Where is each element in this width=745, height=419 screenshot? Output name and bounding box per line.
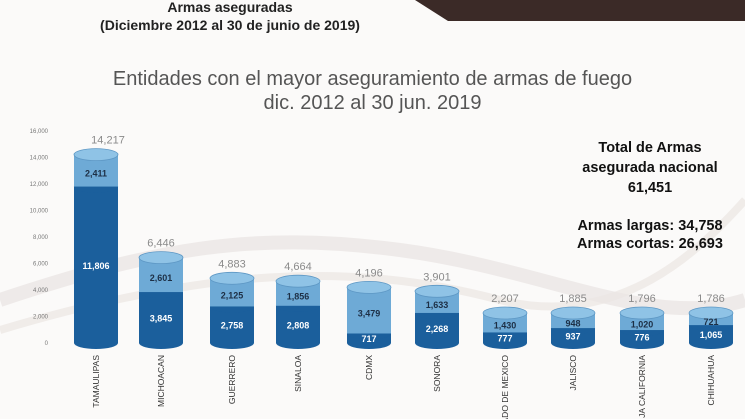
header-title: Armas aseguradas [167, 0, 293, 15]
bar-label-top: 721 [703, 317, 718, 327]
bar-label-top: 1,430 [494, 321, 517, 331]
category-label: JA CALIFORNIA [637, 355, 647, 418]
bar-label-bottom: 937 [565, 332, 580, 342]
category-label: MICHOACAN [156, 355, 166, 407]
bar-total-label: 2,207 [491, 293, 519, 305]
bar-label-bottom: 717 [361, 334, 376, 344]
bar-label-top: 948 [565, 319, 580, 329]
bar-top-cap [619, 306, 665, 320]
summary-largas: Armas largas: 34,758 [577, 218, 723, 234]
bar-label-top: 1,633 [426, 300, 449, 310]
category-label: CDMX [364, 355, 374, 380]
y-tick-label: 0 [45, 341, 49, 347]
bar-label-bottom: 2,808 [287, 320, 310, 330]
bar-label-bottom: 1,065 [700, 330, 723, 340]
bar-segment-bottom [276, 305, 320, 343]
y-tick-label: 2,000 [33, 315, 49, 321]
category-label: CHIHUAHUA [706, 355, 716, 406]
y-tick-label: 10,000 [30, 209, 49, 215]
bar-segment-bottom [74, 186, 118, 343]
bar-total-label: 3,901 [423, 271, 451, 283]
bar-top-cap [209, 271, 255, 285]
bar-label-bottom: 2,268 [426, 324, 449, 334]
category-label: TAMAULIPAS [91, 355, 101, 408]
y-tick-label: 4,000 [33, 288, 49, 294]
bar-total-label: 4,196 [355, 267, 383, 279]
bar-top-cap [346, 281, 392, 294]
bar-label-bottom: 2,758 [221, 321, 244, 331]
bar-segment-bottom [139, 292, 183, 343]
summary-line1: Total de Armas [598, 140, 702, 156]
bar-top-cap [482, 306, 528, 320]
summary-cortas: Armas cortas: 26,693 [577, 236, 723, 252]
bar-label-top: 3,479 [358, 308, 381, 318]
chart-title: Entidades con el mayor aseguramiento de … [112, 68, 633, 90]
y-tick-label: 8,000 [33, 235, 49, 241]
bar-label-top: 1,856 [287, 291, 310, 301]
bar-segment-bottom [210, 306, 254, 343]
bar-total-label: 4,664 [284, 261, 312, 273]
bar-label-bottom: 11,806 [82, 261, 109, 271]
bar-total-label: 4,883 [218, 258, 246, 270]
bar-label-bottom: 3,845 [150, 314, 173, 324]
bar-segment-top [347, 287, 391, 334]
bar-top-cap [688, 306, 734, 320]
bar-top-cap [138, 251, 184, 264]
category-label: SINALOA [293, 355, 303, 392]
y-tick-label: 14,000 [30, 156, 49, 162]
bar-top-cap [73, 148, 119, 162]
y-tick-label: 12,000 [30, 182, 49, 188]
bar-top-cap [275, 274, 321, 288]
category-label: GUERRERO [227, 355, 237, 405]
header-subtitle: (Diciembre 2012 al 30 de junio de 2019) [100, 17, 360, 33]
bar-label-top: 1,020 [631, 320, 654, 330]
bar-label-top: 2,125 [221, 290, 244, 300]
bar-total-label: 1,786 [697, 293, 725, 305]
bar-total-label: 14,217 [91, 135, 125, 147]
category-label: SONORA [432, 355, 442, 392]
bar-label-top: 2,601 [150, 273, 173, 283]
header-banner [415, 0, 745, 21]
chart-subtitle: dic. 2012 al 30 jun. 2019 [263, 92, 482, 114]
bar-label-bottom: 777 [497, 334, 512, 344]
bar-total-label: 1,885 [559, 293, 587, 305]
bar-total-label: 1,796 [628, 293, 656, 305]
summary-total: 61,451 [627, 180, 673, 196]
category-label: JALISCO [568, 355, 578, 391]
category-label: ADO DE MEXICO [500, 355, 510, 419]
y-tick-label: 6,000 [33, 262, 49, 268]
bar-total-label: 6,446 [147, 238, 175, 250]
bar-label-bottom: 776 [634, 333, 649, 343]
y-tick-label: 16,000 [30, 129, 49, 135]
summary-line2: asegurada nacional [582, 160, 718, 176]
bar-label-top: 2,411 [85, 169, 107, 179]
bar-top-cap [414, 284, 460, 298]
bar-top-cap [550, 306, 596, 320]
